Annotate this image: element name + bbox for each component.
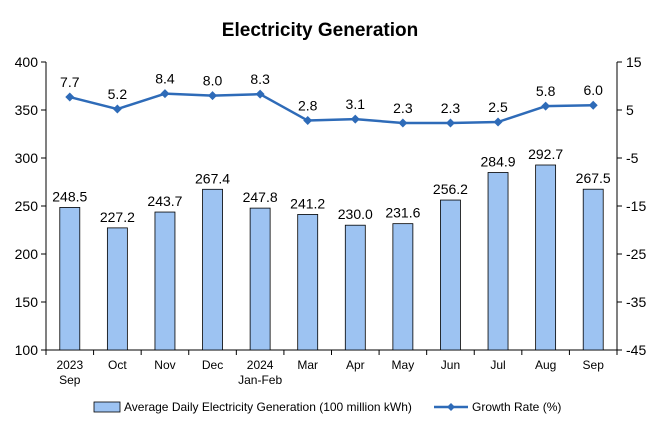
x-tick-label: May [392, 358, 415, 372]
x-tick-label: Dec [202, 358, 223, 372]
x-tick-label: Nov [154, 358, 175, 372]
growth-point [350, 114, 360, 124]
left-tick-label: 250 [15, 198, 39, 214]
bar [106, 227, 128, 351]
bar-value-label: 284.9 [481, 153, 516, 169]
bar-value-label: 227.2 [100, 209, 135, 225]
left-tick-label: 400 [15, 54, 39, 70]
growth-point [445, 118, 455, 128]
right-tick-label: -45 [626, 342, 646, 358]
x-tick-label: 2023 [56, 358, 83, 372]
growth-point [588, 100, 598, 110]
bar-value-label: 267.4 [195, 170, 230, 186]
right-tick-label: -15 [626, 198, 646, 214]
bar-value-label: 241.2 [290, 195, 325, 211]
bar [535, 164, 557, 351]
chart-title: Electricity Generation [222, 20, 418, 41]
right-tick-label: -35 [626, 294, 646, 310]
growth-point [493, 117, 503, 127]
bar-value-label: 256.2 [433, 181, 468, 197]
bar-value-label: 247.8 [243, 189, 278, 205]
left-tick-label: 150 [15, 294, 39, 310]
bar-value-label: 248.5 [52, 188, 87, 204]
legend-bar-label: Average Daily Electricity Generation (10… [124, 400, 412, 414]
growth-point [255, 89, 265, 99]
growth-value-label: 7.7 [60, 74, 80, 90]
bar [154, 211, 176, 351]
growth-point [303, 116, 313, 126]
bar [440, 199, 461, 351]
growth-value-label: 3.1 [346, 96, 366, 112]
bar [344, 224, 366, 351]
bar [582, 188, 604, 351]
growth-value-label: 8.3 [250, 71, 270, 87]
left-tick-label: 300 [15, 150, 39, 166]
growth-point [398, 118, 408, 128]
growth-point [112, 104, 122, 114]
right-tick-label: -5 [626, 150, 639, 166]
growth-line-series: 7.7 5.2 8.4 8.0 8.3 2.8 3.1 2.3 2.3 2.5 5.8 6.0 [60, 71, 603, 128]
bar [392, 223, 414, 351]
growth-point [541, 101, 551, 111]
right-axis: -45 -35 -25 -15 -5 5 15 [616, 54, 646, 358]
bar-value-label: 267.5 [576, 170, 611, 186]
bar-value-label: 231.6 [385, 205, 420, 221]
bar-value-label: 292.7 [528, 146, 563, 162]
growth-value-label: 5.8 [536, 83, 556, 99]
growth-point [208, 91, 218, 101]
left-axis: 100 150 200 250 300 350 400 [15, 54, 47, 358]
growth-point [160, 89, 170, 99]
growth-value-label: 8.0 [203, 73, 223, 89]
bar [297, 214, 319, 351]
legend-bar-swatch [93, 401, 121, 413]
bar-value-label: 243.7 [147, 193, 182, 209]
growth-value-label: 5.2 [108, 86, 128, 102]
bar-series: 248.5 227.2 243.7 267.4 247.8 241.2 230.0 231.6… [52, 146, 611, 351]
x-tick-label: 2024 [247, 358, 274, 372]
growth-value-label: 2.5 [488, 99, 508, 115]
growth-line [69, 92, 594, 125]
x-tick-label: Apr [346, 358, 365, 372]
right-tick-label: -25 [626, 246, 646, 262]
x-tick-label: Jul [490, 358, 505, 372]
legend: Average Daily Electricity Generation (10… [93, 400, 561, 414]
bar [487, 172, 509, 351]
left-tick-label: 200 [15, 246, 39, 262]
legend-line-label: Growth Rate (%) [472, 400, 561, 414]
x-tick-label: Jun [441, 358, 460, 372]
growth-value-label: 8.4 [155, 71, 175, 87]
left-tick-label: 100 [15, 342, 39, 358]
x-tick-label: Oct [108, 358, 127, 372]
bar [59, 207, 81, 351]
growth-point [65, 92, 75, 102]
right-tick-label: 15 [626, 54, 642, 70]
x-tick-label: Sep [583, 358, 605, 372]
bar [202, 188, 223, 351]
x-tick-label: Sep [59, 373, 81, 387]
legend-line-marker [447, 403, 455, 411]
bar-value-label: 230.0 [338, 206, 373, 222]
right-tick-label: 5 [626, 102, 634, 118]
x-tick-label: Jan-Feb [238, 373, 282, 387]
growth-value-label: 6.0 [583, 82, 603, 98]
growth-value-label: 2.3 [393, 100, 413, 116]
growth-value-label: 2.8 [298, 98, 318, 114]
growth-value-label: 2.3 [441, 100, 461, 116]
bar [249, 207, 271, 351]
x-tick-label: Aug [535, 358, 556, 372]
x-tick-label: Mar [297, 358, 318, 372]
left-tick-label: 350 [15, 102, 39, 118]
